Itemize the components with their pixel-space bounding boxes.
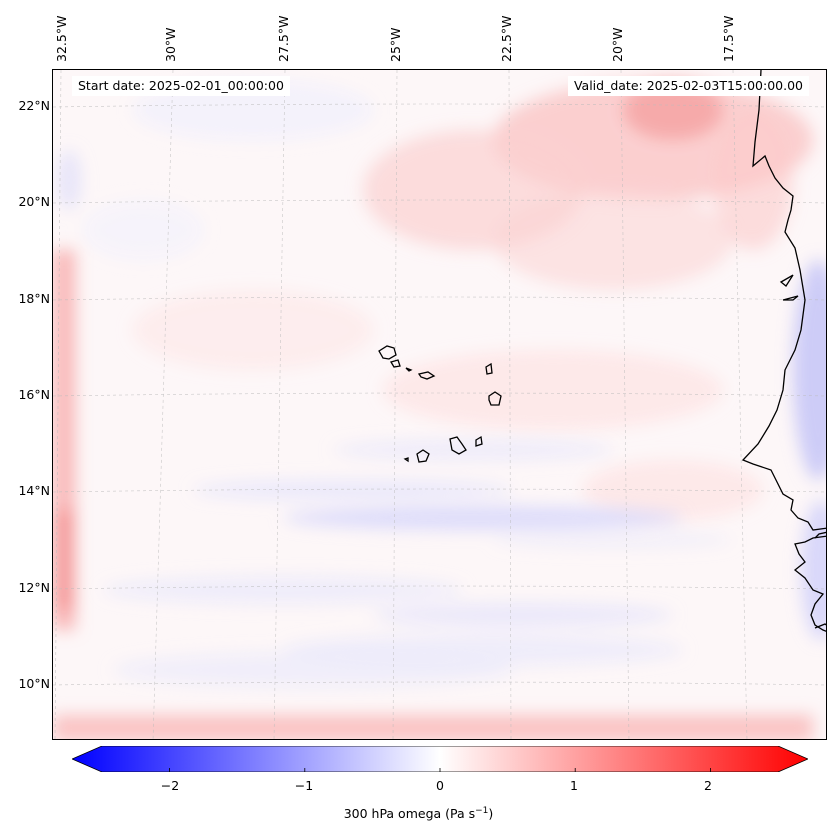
lon-label-20w: 20°W — [610, 27, 625, 62]
lon-label-17-5w: 17.5°W — [721, 15, 736, 62]
colorbar-bar — [72, 746, 808, 772]
colorbar-tick-label: −1 — [294, 778, 314, 793]
colorbar-tick-label: 0 — [436, 778, 444, 793]
omega-negative-shading — [57, 80, 826, 688]
valid-date-label: Valid_date: 2025-02-03T15:00:00.00 — [567, 76, 809, 96]
cape-verde-islands — [378, 345, 502, 463]
omega-positive-shading — [53, 80, 813, 739]
lon-label-27-5w: 27.5°W — [276, 15, 291, 62]
colorbar-label: 300 hPa omega (Pa s−1) — [343, 806, 494, 822]
lat-label-14n: 14°N — [18, 483, 50, 498]
colorbar-tick-label: 1 — [570, 778, 578, 793]
lat-label-20n: 20°N — [18, 194, 50, 209]
lon-label-32-5w: 32.5°W — [54, 15, 69, 62]
graticule — [53, 70, 826, 739]
lon-label-30w: 30°W — [163, 27, 178, 62]
omega-field-map — [53, 70, 826, 739]
colorbar — [72, 746, 808, 772]
start-date-label: Start date: 2025-02-01_00:00:00 — [72, 76, 290, 96]
lat-label-12n: 12°N — [18, 580, 50, 595]
west-africa-coastline — [741, 70, 826, 632]
lat-label-18n: 18°N — [18, 291, 50, 306]
lon-label-22-5w: 22.5°W — [499, 15, 514, 62]
colorbar-tick-label: 2 — [704, 778, 712, 793]
lat-label-10n: 10°N — [18, 676, 50, 691]
lon-label-25w: 25°W — [388, 27, 403, 62]
lat-label-22n: 22°N — [18, 98, 50, 113]
colorbar-tick-label: −2 — [160, 778, 180, 793]
lat-label-16n: 16°N — [18, 387, 50, 402]
map-panel[interactable] — [52, 69, 827, 740]
colorbar-tick-marks — [169, 768, 711, 772]
